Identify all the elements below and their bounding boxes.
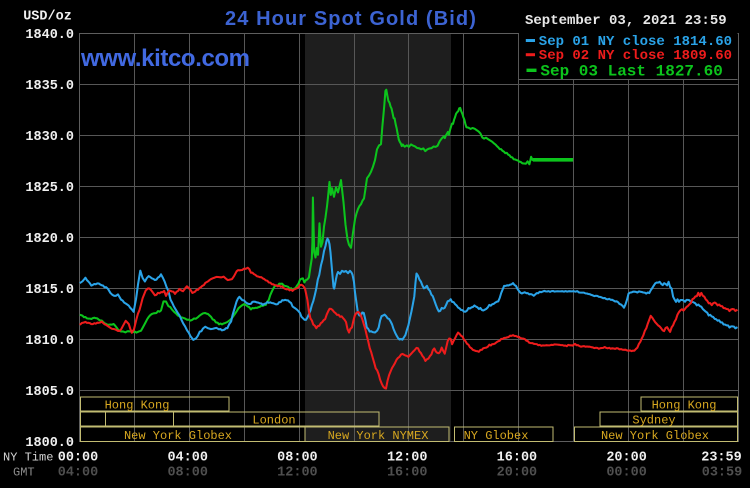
svg-text:Sep 03 Last 1827.60: Sep 03 Last 1827.60 <box>540 62 722 80</box>
svg-text:1830.0: 1830.0 <box>25 130 74 145</box>
svg-text:London: London <box>252 414 295 428</box>
svg-text:Hong Kong: Hong Kong <box>652 398 717 412</box>
svg-text:23:59: 23:59 <box>701 451 742 466</box>
svg-text:www.kitco.com: www.kitco.com <box>80 45 250 72</box>
svg-text:New York NYMEX: New York NYMEX <box>328 429 429 443</box>
svg-text:03:59: 03:59 <box>702 466 743 481</box>
svg-text:1835.0: 1835.0 <box>25 79 74 94</box>
svg-text:1825.0: 1825.0 <box>25 181 74 196</box>
svg-text:NY Time: NY Time <box>3 451 53 465</box>
svg-text:1805.0: 1805.0 <box>25 385 74 400</box>
svg-text:24 Hour Spot Gold (Bid): 24 Hour Spot Gold (Bid) <box>225 8 477 30</box>
svg-text:12:00: 12:00 <box>277 466 318 481</box>
svg-text:16:00: 16:00 <box>387 466 428 481</box>
svg-text:NY Globex: NY Globex <box>464 429 529 443</box>
svg-text:Hong Kong: Hong Kong <box>105 398 170 412</box>
svg-text:00:00: 00:00 <box>58 451 99 466</box>
svg-text:04:00: 04:00 <box>167 451 208 466</box>
svg-text:USD/oz: USD/oz <box>23 10 72 25</box>
svg-text:GMT: GMT <box>13 466 35 480</box>
svg-text:12:00: 12:00 <box>387 451 428 466</box>
svg-text:Sep 02 NY close 1809.60: Sep 02 NY close 1809.60 <box>539 48 732 64</box>
svg-text:1820.0: 1820.0 <box>25 232 74 247</box>
svg-text:1840.0: 1840.0 <box>25 28 74 43</box>
svg-text:1810.0: 1810.0 <box>25 334 74 349</box>
svg-text:08:00: 08:00 <box>277 451 318 466</box>
svg-text:20:00: 20:00 <box>497 466 538 481</box>
svg-text:September 03, 2021 23:59: September 03, 2021 23:59 <box>525 13 727 29</box>
svg-text:20:00: 20:00 <box>606 451 647 466</box>
svg-text:08:00: 08:00 <box>167 466 208 481</box>
svg-text:1815.0: 1815.0 <box>25 283 74 298</box>
svg-text:04:00: 04:00 <box>58 466 99 481</box>
svg-text:New York Globex: New York Globex <box>601 429 709 443</box>
svg-text:00:00: 00:00 <box>606 466 647 481</box>
svg-text:New York Globex: New York Globex <box>124 429 232 443</box>
svg-text:Sydney: Sydney <box>632 414 675 428</box>
svg-text:Sep 01 NY close 1814.60: Sep 01 NY close 1814.60 <box>539 34 732 50</box>
svg-text:1800.0: 1800.0 <box>25 436 74 451</box>
svg-text:16:00: 16:00 <box>497 451 538 466</box>
